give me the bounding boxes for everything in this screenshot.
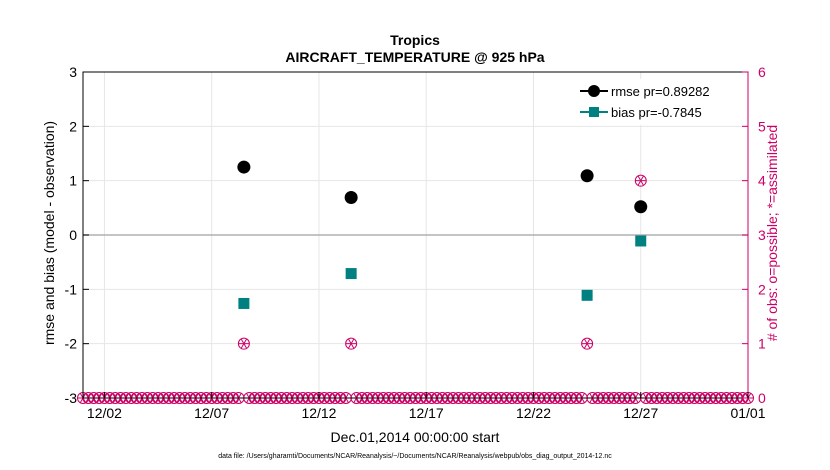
y2-tick-label: 2 xyxy=(758,281,766,297)
left-axis: -3 -2 -1 0 1 2 3 xyxy=(65,64,748,406)
y2-tick-label: 6 xyxy=(758,64,766,80)
y2-tick-label: 0 xyxy=(758,390,766,406)
obs-assimilated-asterisk xyxy=(583,338,591,349)
x-tick-label: 12/22 xyxy=(516,405,551,421)
y-tick-label: -1 xyxy=(65,281,78,297)
legend-rmse-label: rmse pr=0.89282 xyxy=(611,84,710,99)
x-tick-label: 12/07 xyxy=(194,405,229,421)
obs-count-marker xyxy=(634,174,647,187)
x-tick-label: 01/01 xyxy=(730,405,765,421)
obs-assimilated-asterisk xyxy=(637,175,644,186)
legend-box xyxy=(574,79,742,125)
y2-tick-label: 3 xyxy=(758,227,766,243)
y-tick-label: 2 xyxy=(69,118,77,134)
legend-bias-marker xyxy=(589,107,599,117)
data-file-footnote: data file: /Users/gharamti/Documents/NCA… xyxy=(218,453,612,460)
x-tick-label: 12/17 xyxy=(409,405,444,421)
x-axis-label: Dec.01,2014 00:00:00 start xyxy=(331,429,500,445)
rmse-point xyxy=(344,191,358,205)
legend-bias-label: bias pr=-0.7845 xyxy=(611,105,702,120)
bias-point xyxy=(581,289,593,301)
chart-subtitle: AIRCRAFT_TEMPERATURE @ 925 hPa xyxy=(285,49,544,65)
y2-axis-label: # of obs: o=possible; *=assimilated xyxy=(764,125,780,341)
obs-assimilated-asterisk xyxy=(240,338,248,349)
chart-title: Tropics xyxy=(390,32,440,48)
bias-point xyxy=(345,268,357,280)
y-tick-label: -3 xyxy=(65,390,78,406)
obs-count-marker xyxy=(237,337,250,350)
y-axis-label: rmse and bias (model - observation) xyxy=(41,121,57,345)
x-tick-label: 12/27 xyxy=(623,405,658,421)
bias-point xyxy=(635,235,647,247)
legend: rmse pr=0.89282 bias pr=-0.7845 xyxy=(574,79,742,125)
bottom-axis: 12/02 12/07 12/12 12/17 12/22 12/27 01/01 xyxy=(87,392,766,421)
x-tick-label: 12/12 xyxy=(301,405,336,421)
obs-count-marker xyxy=(345,337,358,350)
x-tick-label: 12/02 xyxy=(87,405,122,421)
rmse-point xyxy=(580,169,594,183)
rmse-point xyxy=(237,160,251,174)
series-marks xyxy=(237,160,648,309)
right-axis: 0 1 2 3 4 5 6 xyxy=(747,64,766,406)
obs-assimilated-asterisk xyxy=(347,338,355,349)
y-tick-label: 3 xyxy=(69,64,77,80)
y2-tick-label: 1 xyxy=(758,336,766,352)
y-tick-label: 0 xyxy=(69,227,77,243)
y2-tick-label: 4 xyxy=(758,173,766,189)
y-tick-label: -2 xyxy=(65,336,78,352)
rmse-point xyxy=(634,200,648,214)
y2-tick-label: 5 xyxy=(758,118,766,134)
obs-count-marker xyxy=(581,337,594,350)
y-tick-label: 1 xyxy=(69,173,77,189)
bias-point xyxy=(238,297,250,309)
legend-rmse-marker xyxy=(588,85,600,97)
